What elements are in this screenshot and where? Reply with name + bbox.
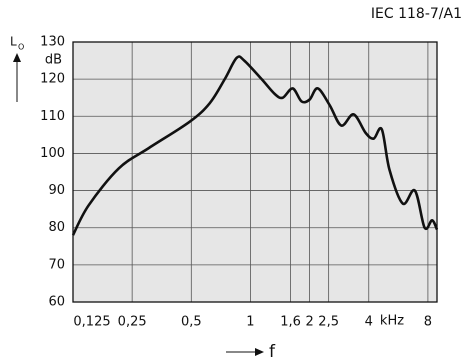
chart-title: IEC 118-7/A1 <box>371 6 462 22</box>
y-tick-label: 120 <box>40 72 65 87</box>
y-tick-label: 110 <box>40 109 65 124</box>
y-tick-label: 130 <box>40 35 65 50</box>
y-tick-label: 80 <box>48 220 65 235</box>
x-tick-label: 0,25 <box>118 315 147 330</box>
x-tick-label: 1,6 <box>280 315 301 330</box>
x-arrow-head <box>255 348 264 356</box>
y-tick-label: 70 <box>48 257 65 272</box>
y-tick-label: 100 <box>40 146 65 161</box>
y-tick-label: 90 <box>48 183 65 198</box>
y-label: L <box>10 35 17 49</box>
x-tick-label: 4 <box>365 315 373 330</box>
x-unit: kHz <box>380 314 404 329</box>
y-arrow-head <box>13 53 21 62</box>
x-label: f <box>269 342 276 362</box>
x-tick-label: 2 <box>305 315 313 330</box>
x-tick-label: 1 <box>246 315 254 330</box>
response-curve <box>71 55 439 236</box>
y-label-subscript: O <box>18 43 24 52</box>
x-tick-label: 0,5 <box>181 315 202 330</box>
x-tick-label: 2,5 <box>318 315 339 330</box>
x-tick-label: 8 <box>424 315 432 330</box>
y-tick-label: 60 <box>48 295 65 310</box>
y-unit: dB <box>45 53 62 68</box>
plot-frame <box>72 41 438 303</box>
x-tick-label: 0,125 <box>73 315 110 330</box>
plot-background <box>73 42 437 302</box>
